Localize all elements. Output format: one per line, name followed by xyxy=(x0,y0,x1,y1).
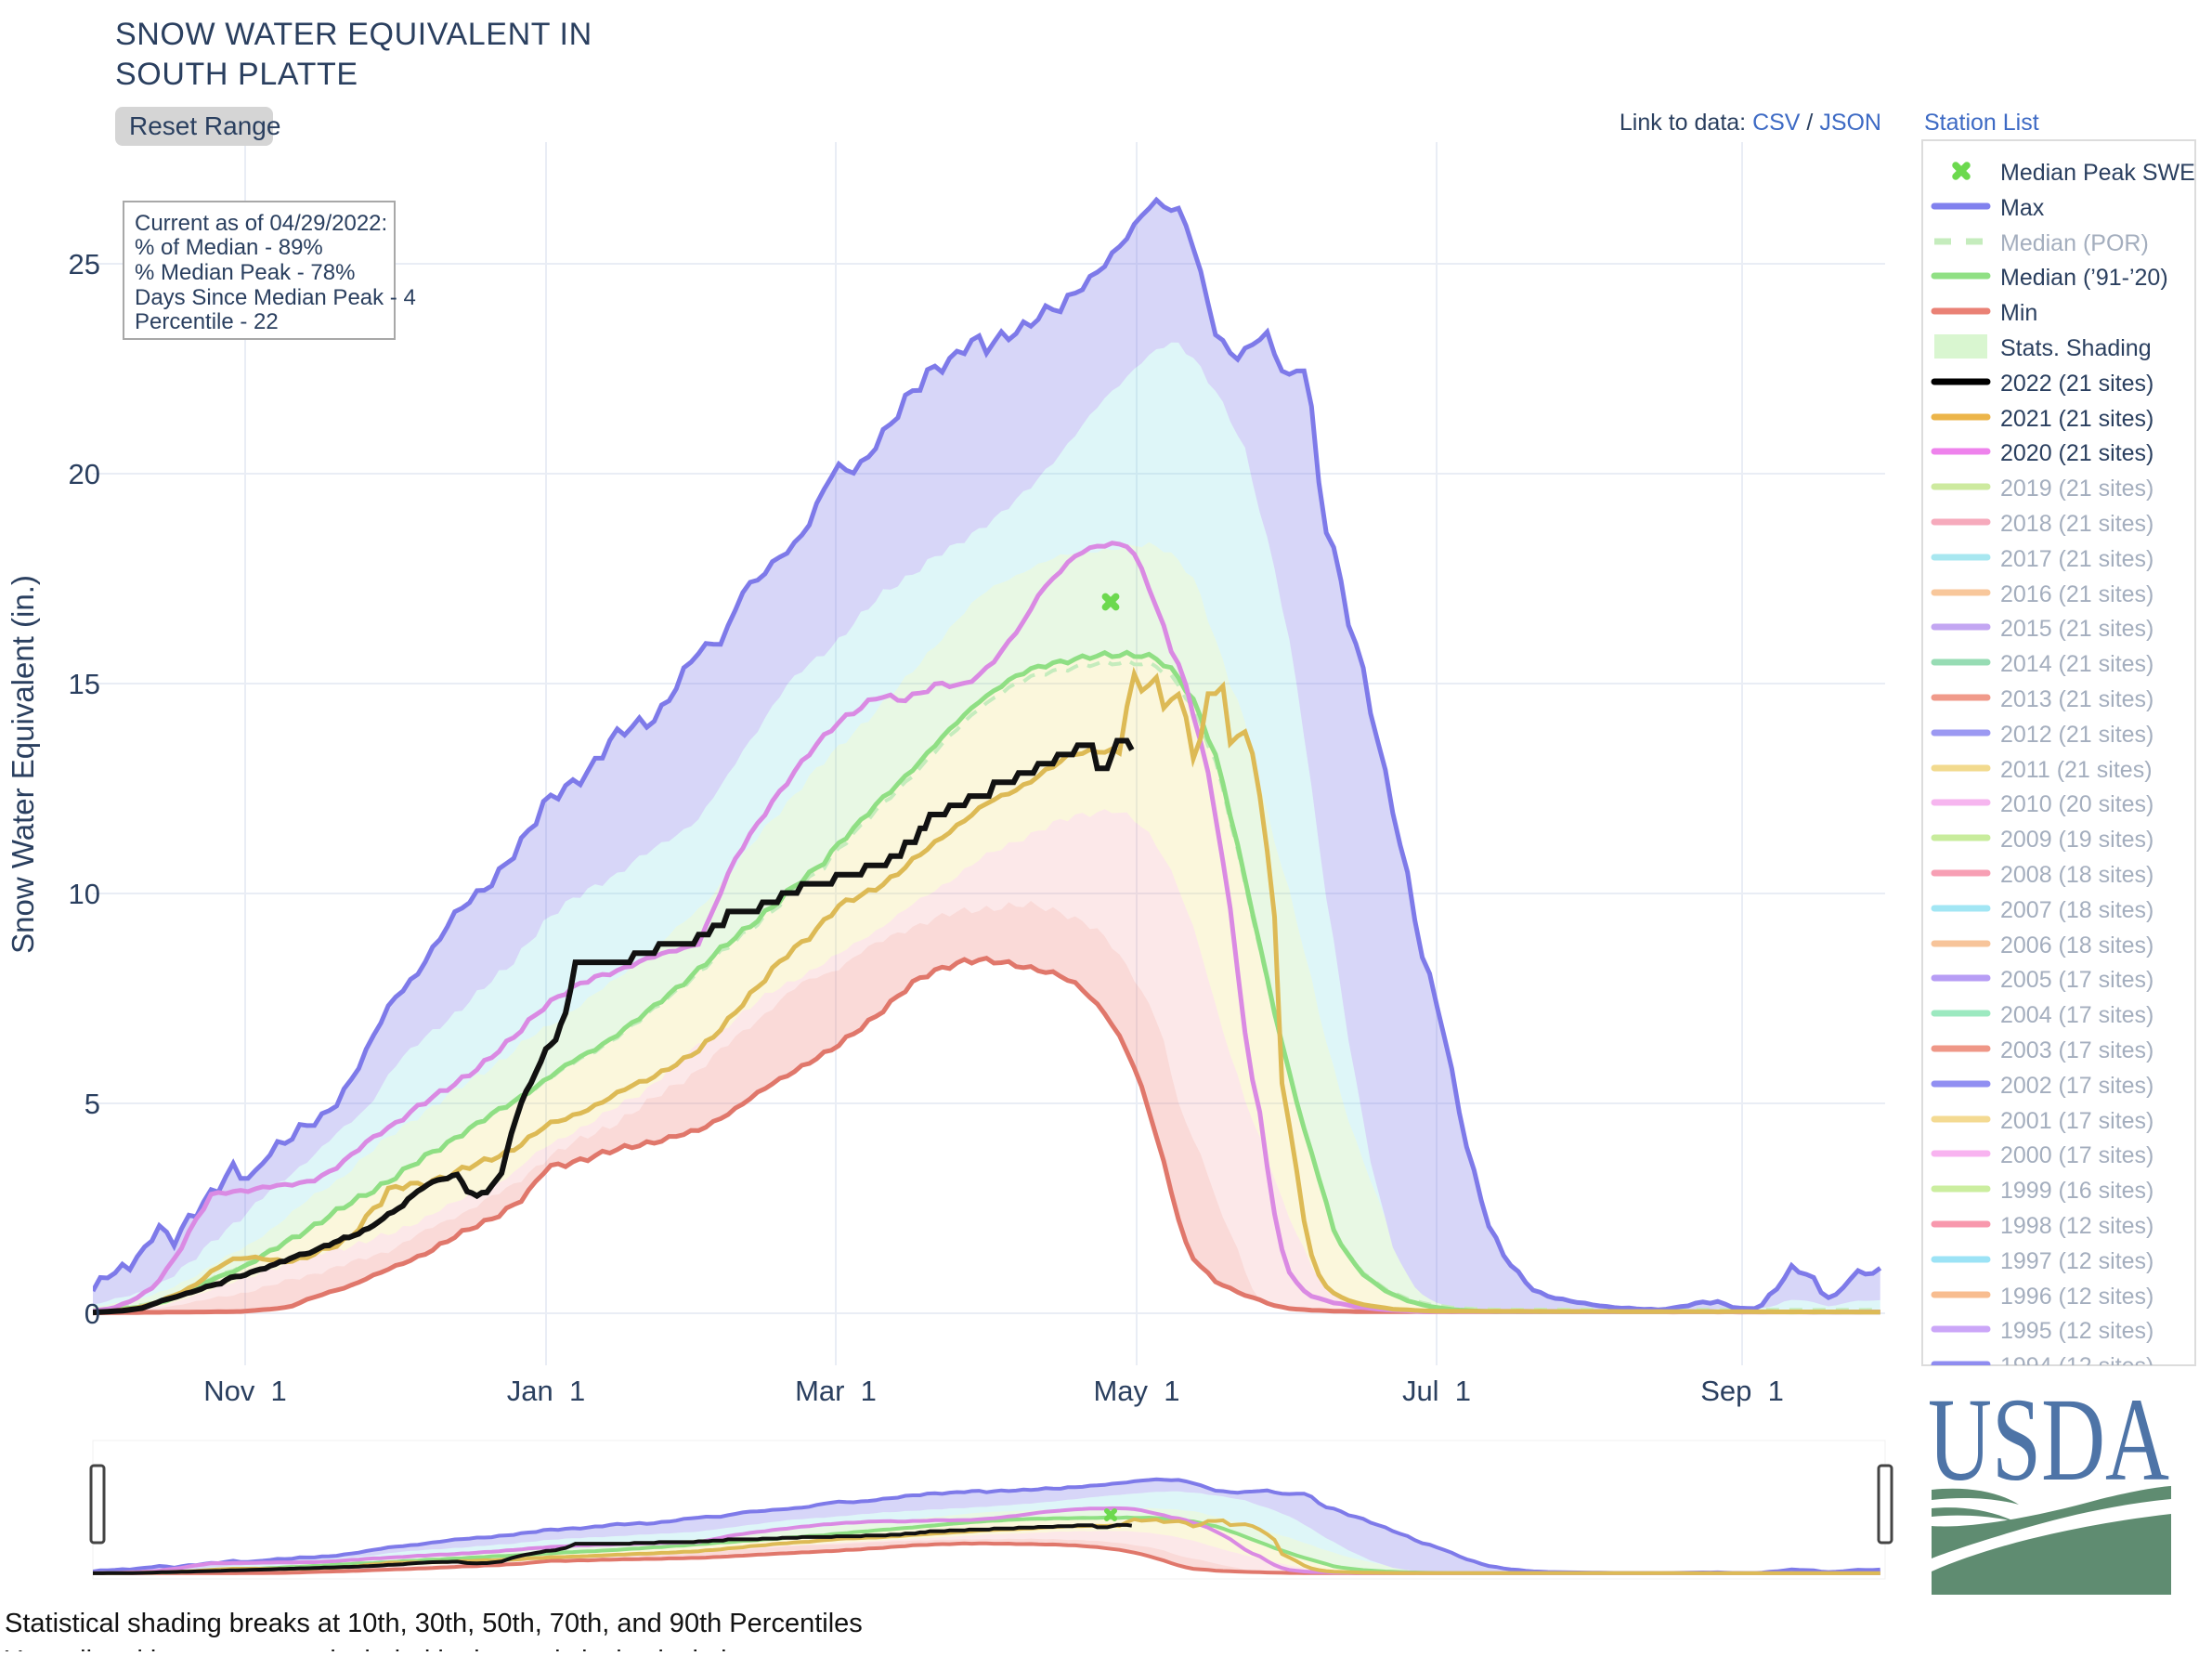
svg-text:2013 (21 sites): 2013 (21 sites) xyxy=(2000,686,2153,712)
svg-text:0: 0 xyxy=(85,1297,100,1330)
svg-text:2016 (21 sites): 2016 (21 sites) xyxy=(2000,581,2153,607)
svg-text:2017 (21 sites): 2017 (21 sites) xyxy=(2000,546,2153,572)
svg-text:2001 (17 sites): 2001 (17 sites) xyxy=(2000,1108,2153,1134)
svg-text:1997 (12 sites): 1997 (12 sites) xyxy=(2000,1248,2153,1274)
svg-text:2011 (21 sites): 2011 (21 sites) xyxy=(2000,757,2153,783)
svg-text:Median (’91-’20): Median (’91-’20) xyxy=(2000,265,2168,291)
svg-text:USDA: USDA xyxy=(1928,1374,2169,1506)
svg-text:Statistical shading breaks at: Statistical shading breaks at 10th, 30th… xyxy=(5,1609,863,1638)
svg-text:2021 (21 sites): 2021 (21 sites) xyxy=(2000,406,2153,432)
svg-text:2018 (21 sites): 2018 (21 sites) xyxy=(2000,511,2153,537)
svg-text:2012 (21 sites): 2012 (21 sites) xyxy=(2000,722,2153,748)
svg-text:Median (POR): Median (POR) xyxy=(2000,230,2149,256)
svg-text:1998 (12 sites): 1998 (12 sites) xyxy=(2000,1213,2153,1239)
svg-text:2005 (17 sites): 2005 (17 sites) xyxy=(2000,967,2153,993)
svg-text:2014 (21 sites): 2014 (21 sites) xyxy=(2000,651,2153,677)
svg-text:2007 (18 sites): 2007 (18 sites) xyxy=(2000,897,2153,923)
svg-text:Jan 1: Jan 1 xyxy=(507,1375,585,1407)
svg-text:2015 (21 sites): 2015 (21 sites) xyxy=(2000,616,2153,642)
svg-text:2010 (20 sites): 2010 (20 sites) xyxy=(2000,791,2153,817)
svg-text:Link to data: CSV / JSON: Link to data: CSV / JSON xyxy=(1620,110,1881,136)
svg-text:2009 (19 sites): 2009 (19 sites) xyxy=(2000,827,2153,853)
svg-text:1996 (12 sites): 1996 (12 sites) xyxy=(2000,1284,2153,1310)
svg-text:SNOW WATER EQUIVALENT IN: SNOW WATER EQUIVALENT IN xyxy=(115,17,592,52)
svg-text:10: 10 xyxy=(69,878,100,910)
svg-text:May 1: May 1 xyxy=(1093,1375,1179,1407)
svg-text:Stats. Shading: Stats. Shading xyxy=(2000,335,2152,361)
svg-text:2008 (18 sites): 2008 (18 sites) xyxy=(2000,862,2153,888)
svg-text:Years listed in gray are not i: Years listed in gray are not included in… xyxy=(5,1646,770,1651)
svg-text:Snow Water Equivalent (in.): Snow Water Equivalent (in.) xyxy=(6,575,40,954)
svg-text:Min: Min xyxy=(2000,300,2037,326)
svg-text:2022 (21 sites): 2022 (21 sites) xyxy=(2000,371,2153,397)
svg-text:Station List: Station List xyxy=(1924,110,2039,136)
svg-text:2020 (21 sites): 2020 (21 sites) xyxy=(2000,440,2153,466)
svg-text:2019 (21 sites): 2019 (21 sites) xyxy=(2000,476,2153,502)
svg-text:25: 25 xyxy=(69,248,100,280)
svg-text:2004 (17 sites): 2004 (17 sites) xyxy=(2000,1002,2153,1028)
svg-text:2003 (17 sites): 2003 (17 sites) xyxy=(2000,1037,2153,1063)
svg-text:Sep 1: Sep 1 xyxy=(1700,1375,1784,1407)
svg-text:2000 (17 sites): 2000 (17 sites) xyxy=(2000,1142,2153,1168)
svg-text:2006 (18 sites): 2006 (18 sites) xyxy=(2000,932,2153,958)
svg-text:5: 5 xyxy=(85,1088,100,1120)
svg-text:2002 (17 sites): 2002 (17 sites) xyxy=(2000,1073,2153,1099)
svg-text:1999 (16 sites): 1999 (16 sites) xyxy=(2000,1178,2153,1204)
svg-text:20: 20 xyxy=(69,458,100,490)
svg-text:15: 15 xyxy=(69,668,100,700)
svg-text:Mar 1: Mar 1 xyxy=(795,1375,877,1407)
svg-text:1995 (12 sites): 1995 (12 sites) xyxy=(2000,1318,2153,1344)
svg-text:Max: Max xyxy=(2000,195,2045,221)
svg-text:Reset Range: Reset Range xyxy=(129,111,280,140)
svg-text:SOUTH PLATTE: SOUTH PLATTE xyxy=(115,57,358,92)
svg-text:1994 (12 sites): 1994 (12 sites) xyxy=(2000,1353,2153,1379)
svg-text:% Median Peak - 78%: % Median Peak - 78% xyxy=(135,260,355,285)
svg-text:Percentile - 22: Percentile - 22 xyxy=(135,309,279,334)
svg-text:Current as of 04/29/2022:: Current as of 04/29/2022: xyxy=(135,211,387,236)
svg-text:Jul 1: Jul 1 xyxy=(1402,1375,1471,1407)
svg-text:Days Since Median Peak - 4: Days Since Median Peak - 4 xyxy=(135,285,416,310)
svg-text:Median Peak SWE: Median Peak SWE xyxy=(2000,160,2195,186)
svg-text:% of Median - 89%: % of Median - 89% xyxy=(135,235,323,260)
svg-text:Nov 1: Nov 1 xyxy=(203,1375,287,1407)
